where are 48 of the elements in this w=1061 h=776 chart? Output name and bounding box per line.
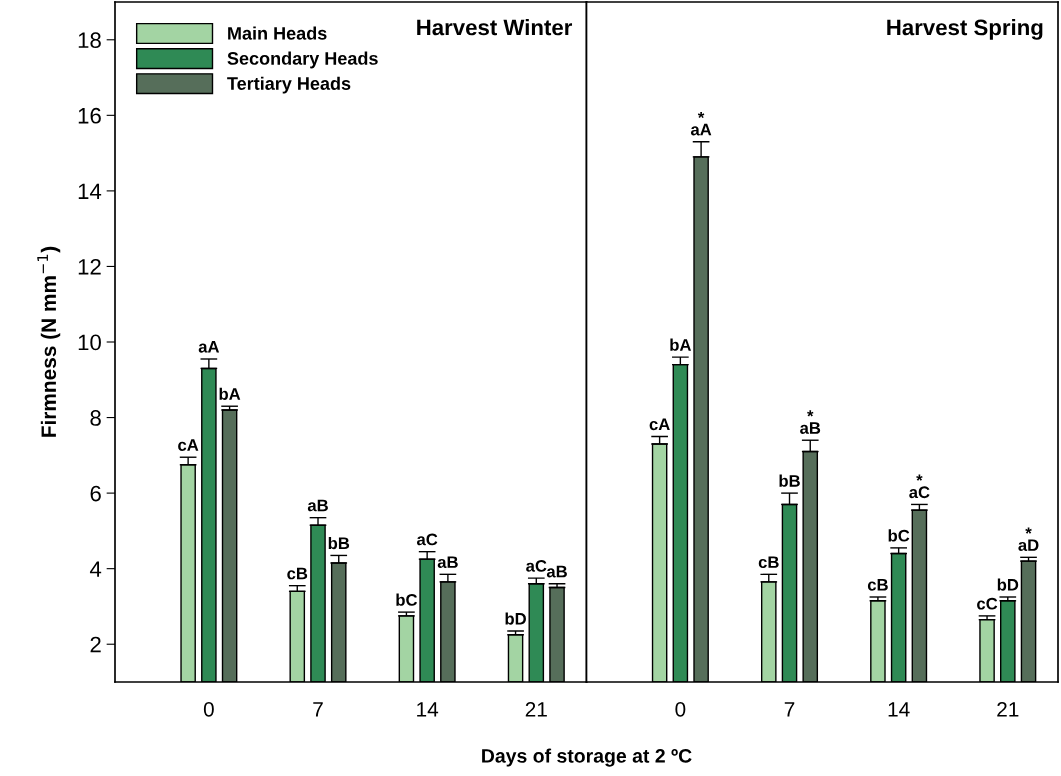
x-tick-label: 0 bbox=[203, 701, 214, 717]
data-label: cB bbox=[867, 579, 888, 591]
data-label: aC bbox=[526, 559, 547, 572]
data-label: aB bbox=[437, 556, 458, 569]
data-label: cC bbox=[977, 597, 998, 610]
data-label: cA bbox=[178, 439, 199, 451]
data-label: bA bbox=[670, 338, 692, 351]
x-tick-label: 7 bbox=[784, 702, 795, 717]
x-tick-label: 14 bbox=[417, 702, 439, 717]
x-axis-title: Days of storage at 2 ºC bbox=[482, 748, 692, 767]
data-label: * aB bbox=[800, 410, 821, 434]
data-label: * aC bbox=[909, 474, 930, 499]
x-tick-label: 0 bbox=[675, 701, 686, 717]
legend-label: Main Heads bbox=[228, 26, 327, 40]
data-label: aC bbox=[416, 533, 438, 546]
data-label: cB bbox=[287, 567, 308, 580]
data-label: bD bbox=[505, 612, 526, 625]
y-axis-title: Firmness (N mm$^{−1}$) bbox=[37, 246, 61, 437]
y-tick-label: 4 bbox=[89, 561, 102, 577]
data-label: bD bbox=[997, 578, 1019, 591]
y-tick-label: 18 bbox=[78, 32, 101, 49]
data-label: * aD bbox=[1018, 527, 1039, 552]
x-tick-label: 21 bbox=[525, 701, 547, 717]
data-label: bB bbox=[779, 474, 800, 487]
data-label: cB bbox=[758, 556, 779, 569]
text: Harvest Spring bbox=[887, 19, 1043, 40]
data-label: bC bbox=[396, 593, 418, 606]
x-tick-label: 21 bbox=[997, 701, 1019, 717]
data-label: aA bbox=[198, 341, 220, 353]
legend-label: Secondary Heads bbox=[227, 51, 378, 69]
y-tick-label: 6 bbox=[90, 485, 101, 502]
y-tick-label: 10 bbox=[78, 334, 101, 351]
text: Harvest Winter bbox=[417, 19, 573, 36]
legend-label: Tertiary Heads bbox=[227, 76, 351, 94]
data-label: * aA bbox=[690, 111, 712, 136]
data-label: bC bbox=[888, 529, 910, 542]
data-label: bA bbox=[219, 387, 241, 400]
data-label: cA bbox=[649, 418, 670, 431]
y-tick-label: 12 bbox=[78, 258, 101, 275]
y-tick-label: 14 bbox=[78, 183, 102, 199]
y-tick-label: 8 bbox=[90, 410, 101, 426]
y-tick-label: 16 bbox=[78, 107, 101, 124]
x-tick-label: 7 bbox=[313, 702, 323, 717]
x-tick-label: 14 bbox=[888, 702, 910, 717]
y-tick-label: 2 bbox=[90, 636, 101, 653]
data-label: bB bbox=[328, 536, 350, 550]
data-label: aB bbox=[307, 499, 328, 512]
data-label: aB bbox=[546, 565, 567, 578]
